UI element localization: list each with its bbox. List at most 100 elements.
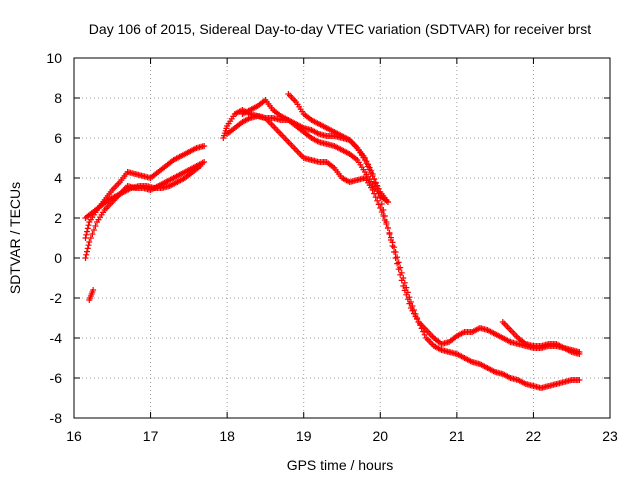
series-track-7 [239,97,391,205]
data-point [92,223,99,229]
series-track-5 [220,107,583,355]
data-point [368,169,375,176]
x-tick-label: 16 [66,428,82,444]
data-point [388,234,395,241]
data-point [401,279,408,286]
data-point [392,249,399,255]
data-point [391,244,398,251]
data-point [85,242,92,249]
y-tick-label: 10 [46,50,62,66]
data-point [415,319,422,325]
series-track-6 [224,113,583,391]
data-point [384,199,391,205]
series-track-9 [499,319,583,357]
data-point [384,225,391,231]
data-point [84,228,91,235]
data-point [409,303,416,309]
x-axis-label: GPS time / hours [287,457,394,473]
data-point [372,194,379,201]
plot-frame [73,57,611,419]
series-track-1 [82,143,208,241]
data-point [361,157,368,163]
data-point [372,179,379,186]
data-point [371,176,378,183]
y-tick-label: -4 [50,330,63,346]
data-point [404,289,411,296]
data-point [374,182,381,189]
data-point [417,322,424,329]
data-point [84,245,91,252]
data-point [84,248,91,255]
data-point [90,227,97,233]
data-point [87,235,94,241]
y-tick-label: -8 [50,410,63,426]
data-point [403,284,410,291]
data-point [365,163,372,170]
data-point [381,217,388,223]
data-marks [82,91,583,391]
data-point [369,173,376,179]
data-point [397,264,404,271]
series-track-4 [86,287,97,303]
series-track-3 [82,163,204,221]
data-point [363,160,370,167]
data-point [201,159,208,165]
series-track-8 [285,91,391,205]
data-point [85,222,92,229]
x-tick-label: 23 [602,428,618,444]
data-point [375,185,382,192]
data-point [90,287,97,293]
data-point [412,311,419,317]
data-point [84,225,91,232]
data-point [400,283,407,289]
data-point [395,259,402,266]
x-tick-label: 22 [526,428,542,444]
data-point [421,331,428,338]
data-point [576,351,583,357]
y-tick-label: 0 [54,250,62,266]
y-tick-label: 6 [54,130,62,146]
data-point [366,166,373,173]
data-point [380,213,387,219]
y-tick-label: -6 [50,370,63,386]
data-point [89,231,96,237]
data-point [407,299,414,305]
data-point [394,254,401,261]
data-point [374,197,381,204]
data-point [197,163,204,169]
x-tick-label: 19 [296,428,312,444]
data-point [82,255,89,261]
data-point [418,325,425,332]
y-tick-label: 4 [54,170,62,186]
data-point [83,251,90,258]
data-point [369,187,376,193]
data-point [406,294,413,301]
data-point [389,239,396,246]
data-point [410,307,417,313]
data-point [375,201,382,208]
data-point [398,269,405,276]
y-tick-label: 8 [54,90,62,106]
data-point [86,239,93,245]
data-point [576,377,583,383]
data-point [400,275,407,281]
data-point [82,235,89,241]
y-axis-label: SDTVAR / TECUs [7,182,23,294]
y-tick-label: -2 [50,290,63,306]
grid [74,58,610,418]
y-tick-label: 2 [54,210,62,226]
data-point [414,315,421,321]
data-point [377,205,384,211]
data-point [420,328,427,335]
x-tick-label: 20 [372,428,388,444]
data-point [83,231,90,238]
data-point [386,229,393,236]
x-tick-label: 18 [219,428,235,444]
data-point [378,209,385,215]
chart-title: Day 106 of 2015, Sidereal Day-to-day VTE… [89,21,591,37]
data-point [383,221,390,227]
data-point [201,143,208,149]
x-tick-label: 21 [449,428,465,444]
x-tick-label: 17 [143,428,159,444]
